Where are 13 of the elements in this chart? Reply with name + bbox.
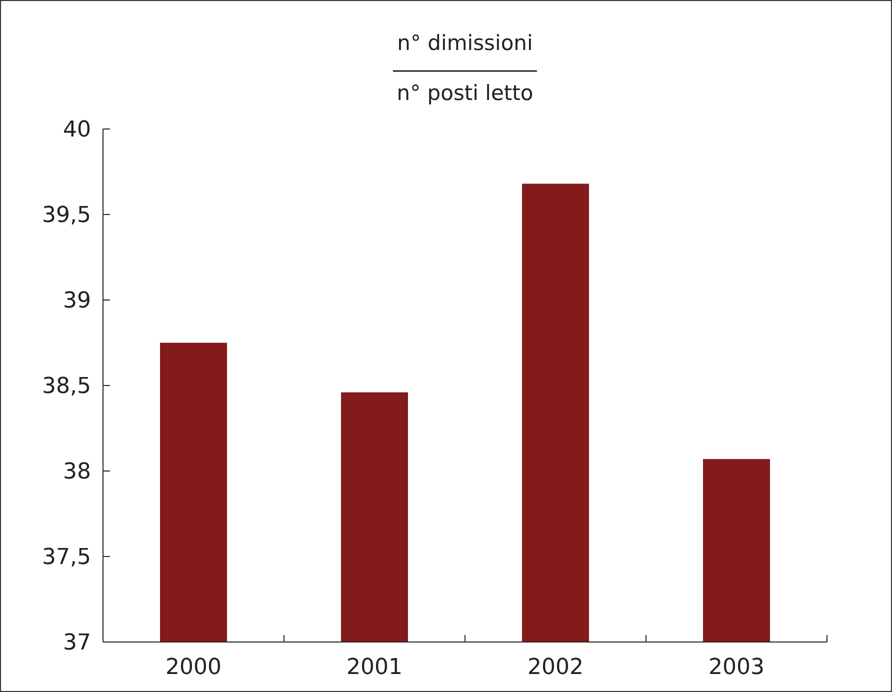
x-tick-label: 2002 — [528, 655, 584, 680]
chart-subtitle: n° posti letto — [396, 81, 534, 105]
y-tick-label: 39 — [63, 288, 91, 314]
y-tick-label: 38 — [63, 460, 91, 485]
x-tick-label: 2003 — [708, 655, 764, 680]
y-tick-label: 40 — [63, 118, 91, 143]
x-tick-label: 2000 — [166, 655, 222, 680]
y-tick-label: 38,5 — [42, 374, 91, 400]
y-tick-label: 39,5 — [42, 203, 91, 228]
y-tick-label: 37,5 — [42, 545, 91, 570]
x-tick-label: 2001 — [346, 655, 402, 680]
chart-title: n° dimissioni — [397, 31, 533, 55]
y-tick-label: 37 — [63, 630, 91, 656]
